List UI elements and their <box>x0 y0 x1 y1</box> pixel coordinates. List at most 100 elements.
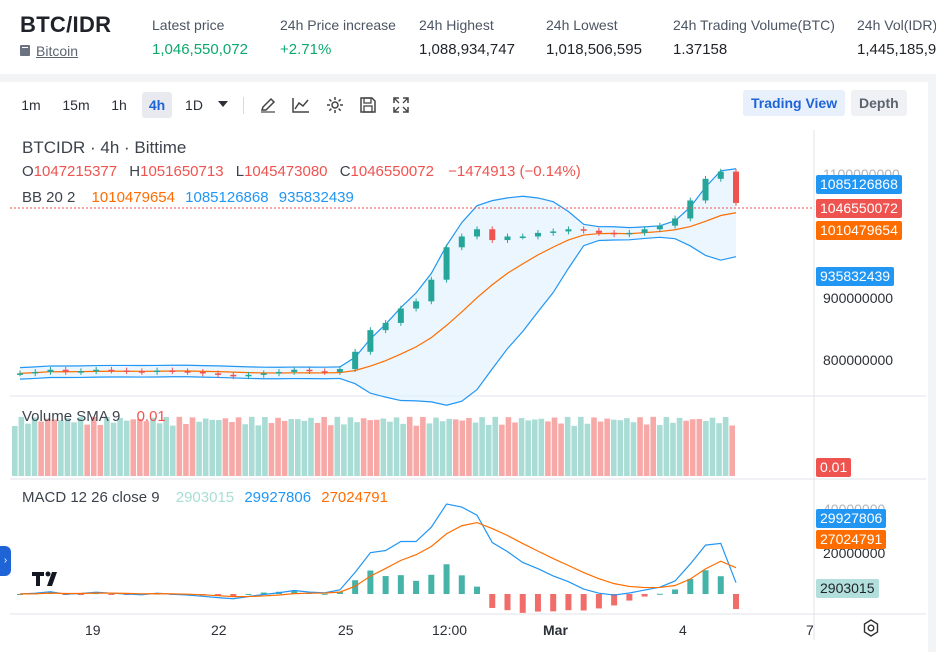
timeframe-dropdown-caret-icon[interactable] <box>218 101 228 107</box>
candle <box>169 370 176 372</box>
volume-bar <box>130 419 137 476</box>
stat-label: 24h Vol(IDR) <box>857 17 936 33</box>
candle <box>519 236 526 238</box>
coin-link[interactable]: Bitcoin <box>36 43 79 59</box>
trading-view-button[interactable]: Trading View <box>743 90 846 116</box>
candle <box>733 171 739 203</box>
ohlc-o-label: O <box>22 163 34 180</box>
timeframe-1d[interactable]: 1D <box>185 97 203 113</box>
volume-bar <box>163 416 169 476</box>
candle <box>77 371 84 373</box>
candle <box>504 236 511 241</box>
volume-bar <box>610 419 617 476</box>
macd-hist-bar <box>687 578 694 594</box>
macd-hist-bar <box>291 590 298 594</box>
volume-bar <box>321 417 327 476</box>
bb-upper-value: 1085126868 <box>185 189 269 206</box>
macd-hist-bar <box>733 594 739 610</box>
candle <box>489 229 496 241</box>
candle <box>595 230 602 233</box>
volume-bar <box>202 418 209 476</box>
stat-label: Latest price <box>152 17 225 33</box>
volume-bar <box>12 425 18 476</box>
volume-bar <box>499 424 505 476</box>
macd-hist-bar <box>702 570 709 594</box>
timeframe-1m[interactable]: 1m <box>21 97 41 113</box>
settings-gear-icon[interactable] <box>325 95 345 115</box>
draw-pen-icon[interactable] <box>258 95 278 115</box>
macd-hist-bar <box>367 570 374 594</box>
volume-bar <box>446 418 452 476</box>
volume-bar <box>505 417 512 476</box>
indicator-chart-icon[interactable] <box>291 95 311 115</box>
volume-bar <box>525 420 531 476</box>
ohlc-l-label: L <box>235 163 245 180</box>
volume-bar <box>683 420 689 476</box>
save-disk-icon[interactable] <box>358 95 378 115</box>
candle <box>672 218 679 226</box>
volume-bar <box>137 418 143 476</box>
bb-basis-value: 1010479654 <box>91 189 175 206</box>
volume-bar <box>117 417 123 476</box>
macd-hist-bar <box>428 574 435 594</box>
ohlc-legend: O1047215377 H1051650713 L1045473080 C104… <box>22 163 585 180</box>
signal-line <box>19 521 737 598</box>
candle <box>611 232 618 235</box>
volume-bar <box>374 419 380 476</box>
volume-bar <box>722 416 729 476</box>
candle <box>626 232 633 235</box>
candle <box>397 308 404 323</box>
candle <box>580 229 587 231</box>
volume-bar <box>104 417 110 476</box>
candle <box>47 369 54 372</box>
volume-bar <box>512 422 518 476</box>
stat-latest-price: Latest price 1,046,550,072 <box>152 17 248 58</box>
side-panel-toggle-icon[interactable]: › <box>0 546 11 576</box>
stat-24h-volume-btc: 24h Trading Volume(BTC) 1.37158 <box>673 17 835 58</box>
chart-title: BTCIDR · 4h · Bittime <box>22 138 187 157</box>
macd-histogram <box>17 564 739 613</box>
candle <box>352 351 359 370</box>
timeframe-1h[interactable]: 1h <box>111 97 127 113</box>
volume-bar <box>150 417 156 476</box>
volume-bar <box>380 418 387 476</box>
volume-bar <box>571 425 578 476</box>
volume-bar <box>367 420 373 476</box>
volume-bar <box>637 417 643 476</box>
macd-hist-bar <box>717 576 724 594</box>
macd-hist-bar <box>260 592 267 594</box>
volume-bar <box>209 419 216 476</box>
volume-bar <box>90 416 97 476</box>
candle <box>306 369 313 372</box>
volume-bar <box>235 417 242 476</box>
volume-bar <box>255 425 262 476</box>
macd-hist-bar <box>504 594 511 611</box>
volume-bar <box>110 422 117 476</box>
bb-upper-price-tag: 1085126868 <box>816 175 902 194</box>
fullscreen-expand-icon[interactable] <box>391 95 411 115</box>
macd-axis-label: 20000000 <box>823 545 886 561</box>
x-axis-label: 25 <box>338 622 354 638</box>
macd-hist-bar <box>672 589 679 594</box>
candle <box>474 229 481 237</box>
macd-hist-bar <box>626 594 633 601</box>
candle <box>291 369 298 372</box>
timeframe-15m[interactable]: 15m <box>62 97 90 113</box>
volume-bar <box>38 421 44 476</box>
candle <box>62 369 69 372</box>
volume-bar <box>360 418 367 476</box>
volume-bar <box>248 416 255 476</box>
volume-bar <box>354 422 360 476</box>
volume-bar <box>413 425 420 476</box>
volume-bar <box>189 417 196 476</box>
chart-settings-gear-icon[interactable] <box>862 619 880 637</box>
volume-bar <box>44 418 51 476</box>
timeframe-4h[interactable]: 4h <box>142 92 172 118</box>
depth-button[interactable]: Depth <box>851 90 907 116</box>
ohlc-change: −1474913 (−0.14%) <box>448 163 581 180</box>
candle <box>656 225 663 230</box>
candle <box>565 229 572 232</box>
candle <box>534 232 541 237</box>
volume-bar <box>643 424 650 476</box>
